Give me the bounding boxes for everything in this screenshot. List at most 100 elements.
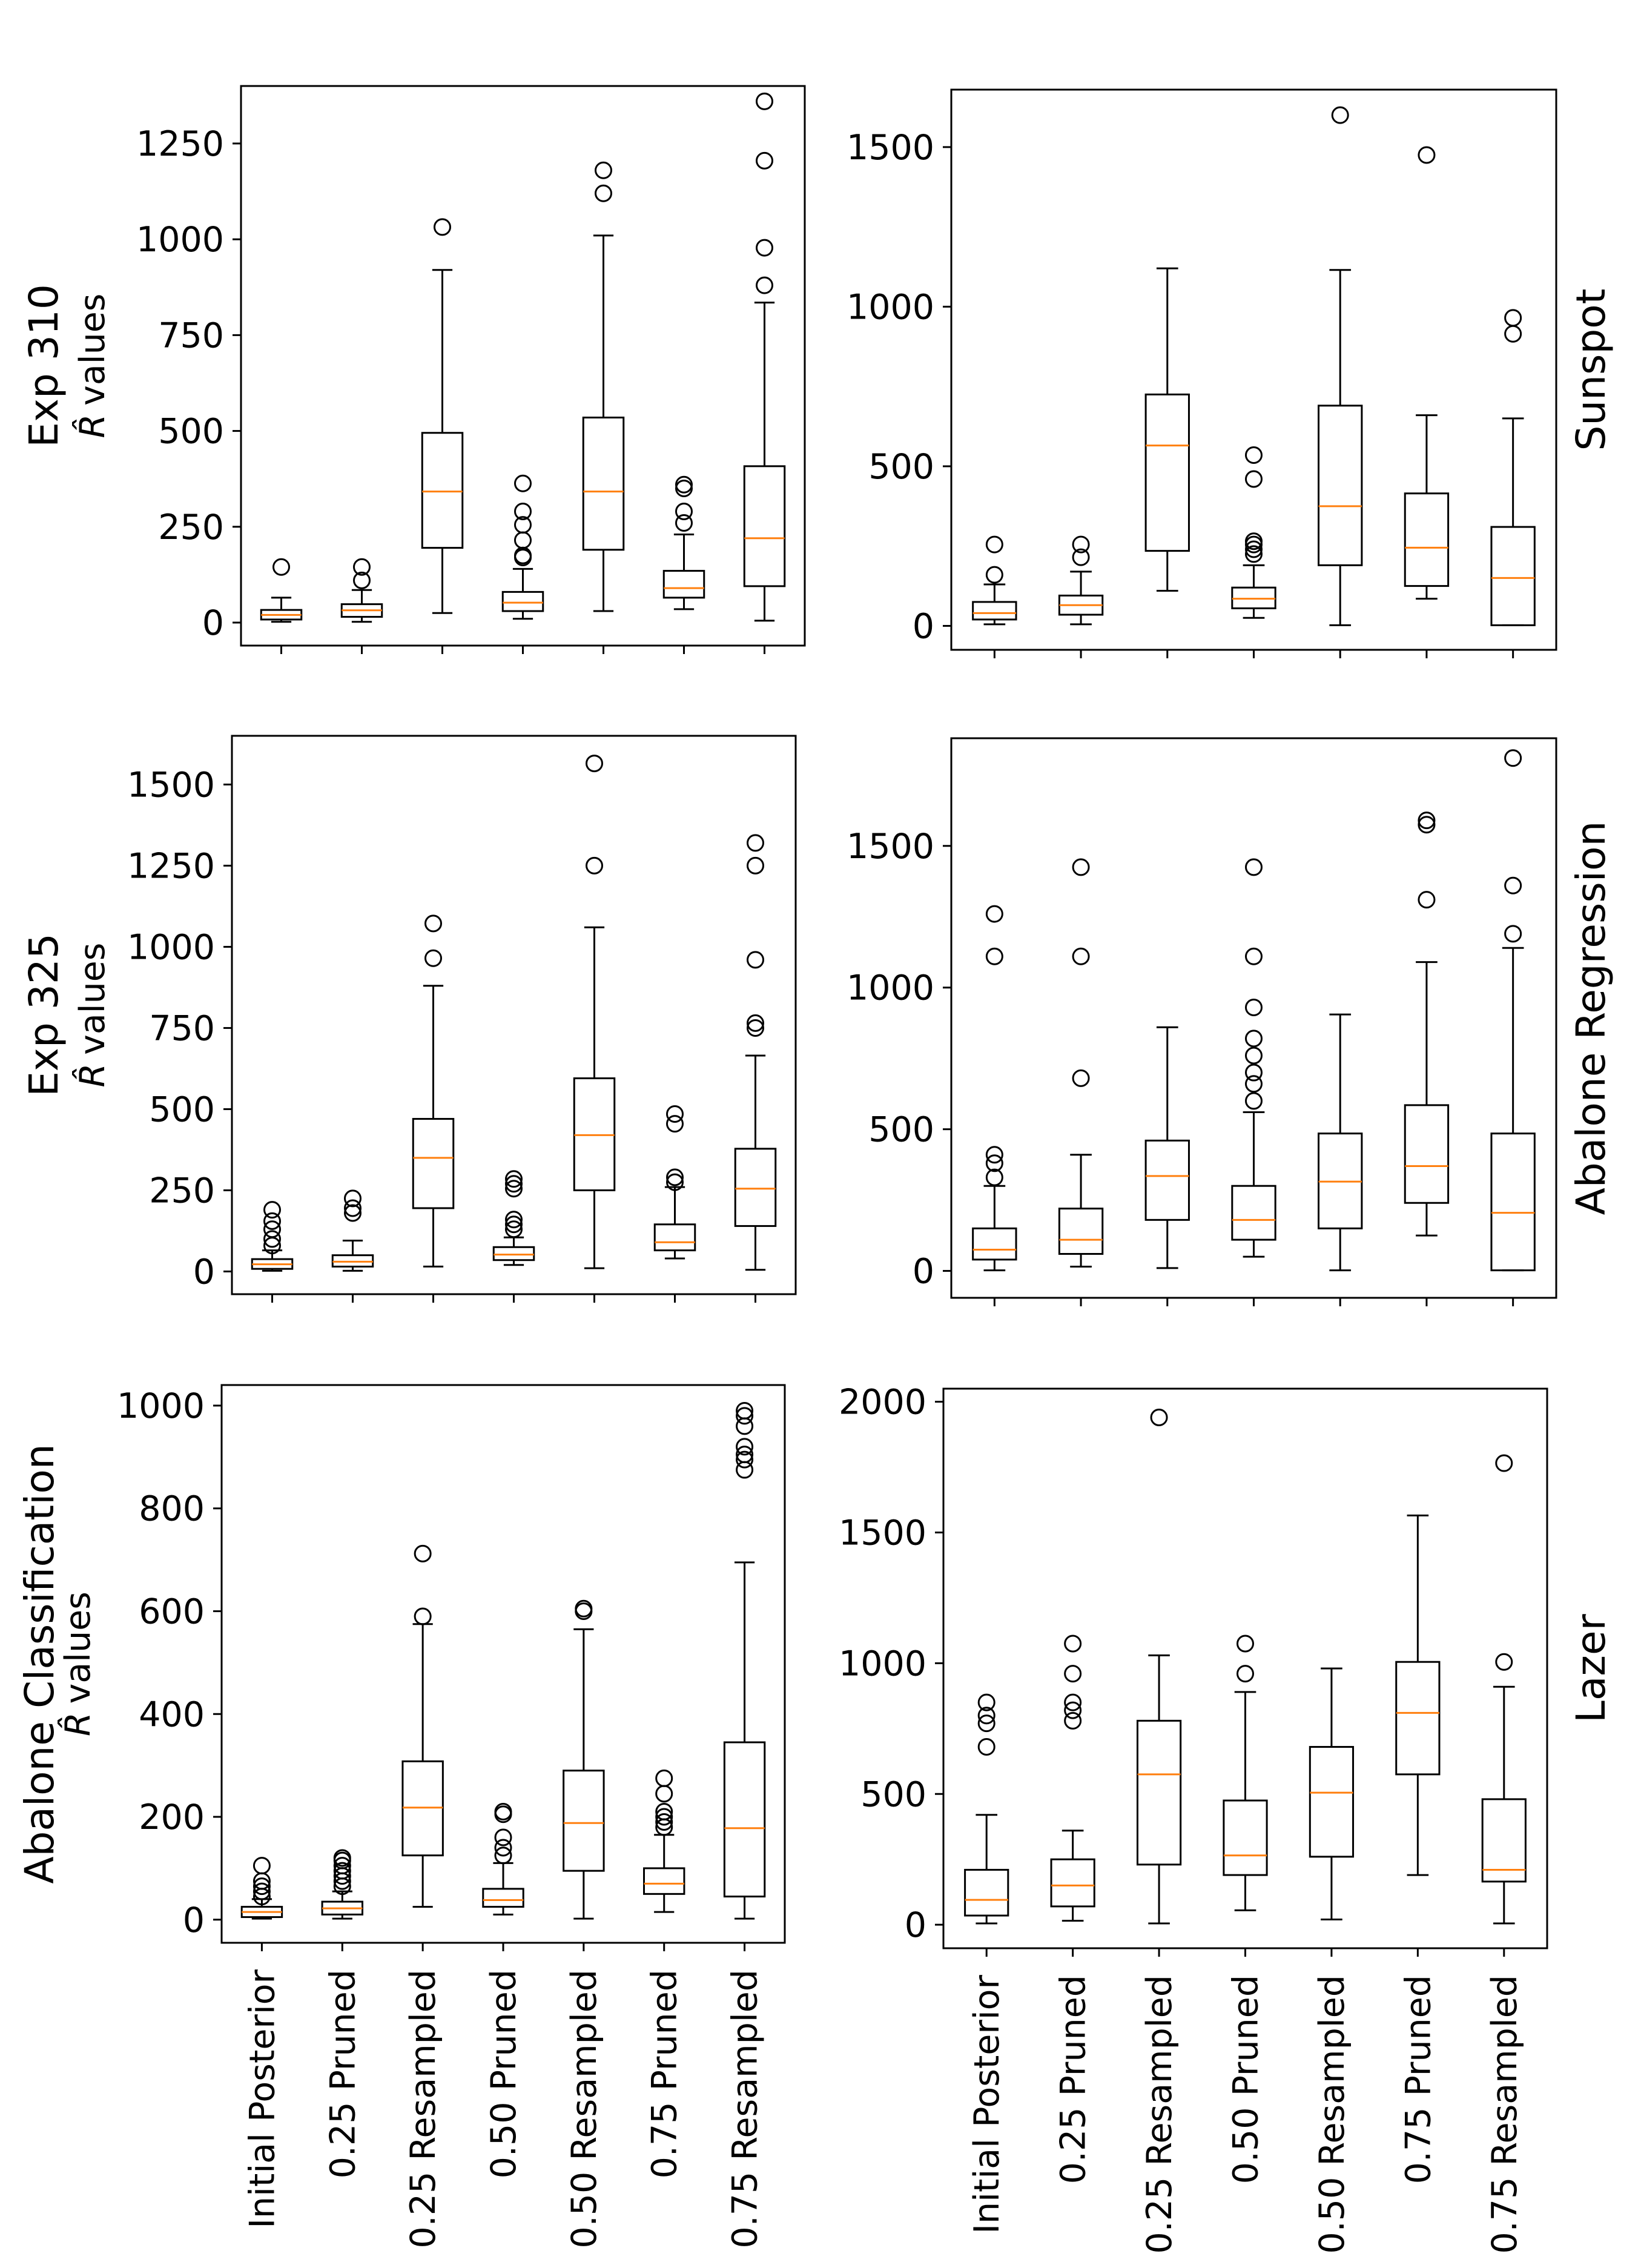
category-label: 0.75 Resampled [725, 1969, 765, 2249]
outlier-point [1245, 947, 1263, 965]
category-label: 0.50 Resampled [564, 1969, 604, 2249]
row-title: Abalone Classification [16, 1444, 63, 1883]
category-label: 0.75 Resampled [1485, 1975, 1525, 2254]
box-0-25-resampled [401, 1544, 444, 1908]
outlier-point [655, 1808, 673, 1826]
category-label: 0.25 Pruned [1054, 1975, 1094, 2184]
axes-frame [950, 737, 1557, 1299]
outlier-point [977, 1714, 995, 1733]
category-label: Initial Posterior [242, 1969, 282, 2228]
iqr-box [662, 570, 705, 599]
outlier-point [985, 947, 1003, 965]
y-tick-label: 250 [158, 507, 224, 547]
outlier-point [666, 1105, 684, 1123]
y-tick-label: 1500 [839, 1513, 926, 1553]
outlier-point [263, 1212, 281, 1230]
box-initial-posterior [972, 535, 1017, 626]
outlier-point [586, 856, 603, 874]
outlier-point [1418, 891, 1436, 909]
outlier-point [353, 558, 371, 576]
iqr-box [492, 1246, 535, 1261]
outlier-point [505, 1220, 523, 1238]
box-0-25-resampled [1144, 267, 1190, 592]
box-initial-posterior [972, 905, 1017, 1272]
outlier-point [1504, 749, 1522, 767]
outlier-point [514, 531, 532, 549]
iqr-box [482, 1888, 524, 1908]
outlier-point [736, 1438, 754, 1456]
box-0-75-pruned [1395, 1514, 1441, 1876]
box-0-75-pruned [653, 1105, 696, 1260]
y-axis-label-text: values [73, 943, 113, 1055]
box-0-25-pruned [340, 558, 383, 623]
outlier-point [505, 1180, 523, 1198]
box-0-50-resampled [582, 161, 625, 612]
box-0-25-pruned [321, 1849, 363, 1920]
row-title: Exp 325 [21, 933, 67, 1097]
outlier-point [333, 1849, 351, 1867]
box-initial-posterior [260, 558, 303, 623]
outlier-point [1245, 532, 1263, 550]
outlier-point [736, 1450, 754, 1469]
y-tick-label: 500 [158, 412, 224, 452]
y-tick-label: 1000 [127, 927, 215, 967]
y-tick-label: 1000 [136, 220, 224, 260]
box-0-25-pruned [1058, 858, 1104, 1268]
outlier-point [424, 949, 442, 967]
outlier-point [414, 1544, 432, 1562]
outlier-point [1064, 1711, 1082, 1730]
outlier-point [675, 480, 693, 498]
outlier-point [1418, 812, 1436, 830]
iqr-box [1058, 1208, 1104, 1255]
category-label: 0.50 Pruned [484, 1969, 524, 2178]
iqr-box [1490, 526, 1536, 626]
outlier-point [1245, 446, 1263, 464]
box-0-75-pruned [1404, 812, 1450, 1237]
iqr-box [1223, 1799, 1268, 1876]
outlier-point [1418, 816, 1436, 834]
outlier-point [494, 1846, 512, 1865]
y-axis-label: R̂ values [58, 1592, 98, 1736]
box-0-50-pruned [1231, 858, 1276, 1258]
y-tick-label: 400 [139, 1694, 205, 1734]
outlier-point [655, 1785, 673, 1803]
outlier-point [756, 276, 773, 294]
outlier-point [1237, 1665, 1254, 1683]
y-tick-label: 1250 [127, 846, 215, 886]
iqr-box [1144, 393, 1190, 552]
iqr-box [1395, 1661, 1441, 1776]
iqr-box [734, 1148, 777, 1227]
outlier-point [1072, 535, 1090, 554]
box-0-50-resampled [573, 755, 616, 1269]
axes-frame [231, 735, 797, 1295]
y-tick-label: 1000 [847, 968, 934, 1008]
box-0-50-pruned [501, 474, 544, 620]
box-0-25-pruned [1058, 535, 1104, 626]
category-label: Initial Posterior [967, 1974, 1007, 2233]
box-0-25-resampled [1144, 1026, 1190, 1269]
outlier-point [514, 474, 532, 492]
box-0-75-resampled [734, 834, 777, 1271]
outlier-point [1245, 1075, 1263, 1093]
y-axis-label-text: values [73, 294, 113, 406]
outlier-point [736, 1407, 754, 1425]
y-tick-label: 0 [913, 606, 934, 646]
outlier-point [977, 1738, 995, 1756]
outlier-point [253, 1882, 271, 1900]
outlier-point [494, 1828, 512, 1846]
outlier-point [1237, 1635, 1254, 1653]
y-tick-label: 500 [860, 1774, 926, 1814]
outlier-point [1064, 1693, 1082, 1711]
outlier-point [586, 755, 603, 773]
outlier-point [1331, 106, 1349, 124]
outlier-point [1072, 1069, 1090, 1087]
iqr-box [501, 590, 544, 612]
outlier-point [424, 914, 442, 933]
y-tick-label: 750 [149, 1008, 215, 1048]
dataset-label: Abalone Regression [1568, 821, 1614, 1215]
outlier-point [505, 1170, 523, 1188]
box-0-50-resampled [563, 1599, 605, 1920]
y-tick-label: 0 [913, 1252, 934, 1292]
y-tick-label: 500 [868, 1110, 934, 1150]
box-0-75-resampled [743, 92, 786, 622]
